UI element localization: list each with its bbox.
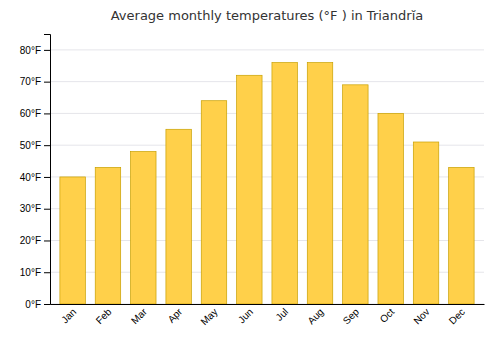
tick-label: 30°F (20, 203, 41, 214)
grid (50, 50, 484, 304)
tick: 20°F (20, 235, 50, 246)
bar (131, 152, 156, 304)
tick: Nov (411, 306, 431, 326)
tick-label: Jul (274, 306, 291, 323)
tick: Jul (274, 306, 291, 323)
bar (378, 113, 403, 304)
tick-label: Jun (236, 306, 255, 325)
bars (60, 63, 474, 304)
tick-mark (44, 272, 50, 273)
plot: 0°F 10°F 20°F 30°F 40°F 50°F 60°F 70°F 80°F Jan Fe… (20, 35, 485, 328)
tick: 70°F (20, 76, 50, 87)
tick-label: 50°F (20, 140, 41, 151)
tick: Dec (447, 306, 467, 326)
bar (272, 63, 297, 304)
tick: May (198, 306, 219, 327)
tick-mark (44, 113, 50, 114)
tick-label: 40°F (20, 172, 41, 183)
tick: Aug (305, 306, 325, 326)
grid-line (50, 113, 484, 114)
tick-label: 60°F (20, 108, 41, 119)
tick: 80°F (20, 45, 50, 56)
tick: Oct (378, 306, 397, 325)
axis-line (44, 35, 51, 305)
tick: Feb (94, 306, 114, 326)
bar (166, 129, 191, 304)
axis-line (51, 304, 485, 305)
tick-mark (44, 209, 50, 210)
title: Average monthly temperatures (°F ) in Tr… (111, 8, 424, 23)
tick-mark (44, 50, 50, 51)
tick-label: Nov (411, 306, 431, 326)
bar (413, 142, 438, 304)
tick-label: Jan (59, 306, 78, 325)
grid-line (50, 49, 484, 50)
tick-label: Mar (129, 306, 149, 326)
tick-label: 0°F (25, 299, 41, 310)
bar (95, 167, 120, 304)
grid-line (50, 81, 484, 82)
bar (201, 101, 226, 304)
tick-label: Aug (305, 306, 325, 326)
tick-label: May (198, 306, 219, 327)
tick-label: Feb (94, 306, 114, 326)
tick-mark (44, 145, 50, 146)
tick-label: Oct (378, 306, 397, 325)
tick-label: 70°F (20, 76, 41, 87)
bar (343, 85, 368, 304)
tick-label: 10°F (20, 267, 41, 278)
tick: 40°F (20, 172, 50, 183)
tick-mark (44, 240, 50, 241)
tick: 30°F (20, 203, 50, 214)
tick: 60°F (20, 108, 50, 119)
tick-label: Apr (166, 306, 185, 325)
chart: 0°F 10°F 20°F 30°F 40°F 50°F 60°F 70°F 80°F Jan Fe… (0, 0, 500, 350)
bar (449, 167, 474, 304)
tick-label: 20°F (20, 235, 41, 246)
tick-mark (44, 82, 50, 83)
bar (60, 177, 85, 304)
tick: Jan (59, 306, 78, 325)
tick-mark (44, 304, 50, 305)
tick: Mar (129, 306, 149, 326)
tick-mark (44, 177, 50, 178)
tick: 50°F (20, 140, 50, 151)
tick-label: 80°F (20, 45, 41, 56)
y-axis: 0°F 10°F 20°F 30°F 40°F 50°F 60°F 70°F 80°F (20, 35, 51, 310)
tick: Jun (236, 306, 255, 325)
bar (307, 63, 332, 304)
x-axis: Jan Feb Mar Apr May Jun Jul Aug Sep Oct Nov Dec (51, 305, 485, 328)
tick: Sep (341, 306, 362, 327)
tick-label: Sep (341, 306, 362, 327)
tick: Apr (166, 306, 185, 325)
bar (237, 75, 262, 304)
tick: 10°F (20, 267, 50, 278)
tick-label: Dec (447, 306, 467, 326)
tick: 0°F (25, 299, 50, 310)
